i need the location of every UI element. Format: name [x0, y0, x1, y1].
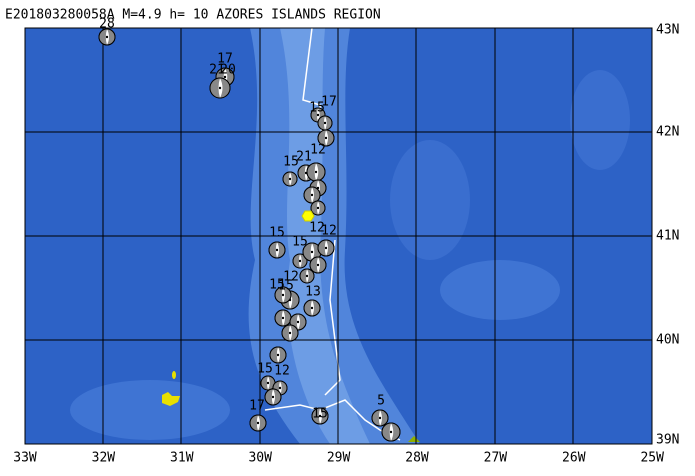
focal-mechanism: [310, 200, 326, 216]
depth-label: 28: [99, 17, 115, 32]
depth-label: 17: [249, 399, 265, 414]
depth-label: 15: [309, 101, 325, 116]
depth-label: 15: [312, 407, 328, 422]
epicenter: [301, 210, 315, 222]
depth-label: 13: [305, 285, 321, 300]
focal-mechanism: [303, 186, 321, 204]
depth-label: 15: [269, 278, 285, 293]
lat-label: 42N: [656, 125, 679, 140]
lon-label: 28W: [405, 451, 429, 466]
depth-label: 17: [217, 52, 233, 67]
depth-label: 21: [296, 150, 312, 165]
depth-label: 12: [309, 221, 325, 236]
focal-mechanism: [317, 129, 335, 147]
depth-label: 12: [321, 224, 337, 239]
focal-mechanism: [371, 409, 389, 427]
lon-label: 29W: [327, 451, 351, 466]
focal-mechanism: [249, 414, 267, 432]
depth-label: 15: [257, 362, 273, 377]
focal-mechanism: [309, 256, 327, 274]
lat-label: 43N: [656, 23, 679, 38]
depth-label: 15: [283, 155, 299, 170]
focal-mechanism: [317, 115, 333, 131]
graticule: [24, 27, 653, 445]
focal-mechanism: [269, 346, 287, 364]
focal-mechanism: [209, 77, 231, 99]
focal-mechanism: [268, 241, 286, 259]
lon-label: 27W: [484, 451, 508, 466]
depth-label: 21: [209, 63, 225, 78]
depth-label: 17: [321, 95, 337, 110]
focal-mechanism: [274, 286, 292, 304]
depth-label: 12: [274, 364, 290, 379]
depth-label: 12: [283, 270, 299, 285]
lon-label: 26W: [562, 451, 586, 466]
focal-mechanism: [282, 171, 298, 187]
focal-mechanism: [274, 309, 292, 327]
focal-mechanism: [264, 388, 282, 406]
focal-mechanism: [306, 162, 326, 182]
lon-label: 32W: [92, 451, 116, 466]
focal-mechanism: [299, 268, 315, 284]
depth-label: 15: [269, 226, 285, 241]
focal-mechanism: [381, 422, 401, 442]
depth-label: 5: [377, 394, 385, 409]
lat-label: 40N: [656, 333, 679, 348]
lon-label: 25W: [640, 451, 664, 466]
focal-mechanism: [303, 299, 321, 317]
depth-label: 15: [278, 279, 294, 294]
lon-label: 31W: [170, 451, 194, 466]
depth-label: 20: [220, 63, 236, 78]
focal-mechanism: [317, 239, 335, 257]
lat-label: 41N: [656, 229, 679, 244]
lon-label: 30W: [248, 451, 272, 466]
depth-label: 15: [292, 235, 308, 250]
title: E201803280058A M=4.9 h= 10 AZORES ISLAND…: [5, 8, 381, 23]
focal-mechanism: [98, 28, 116, 46]
focal-mechanism: [281, 324, 299, 342]
lon-label: 33W: [13, 451, 37, 466]
focal-mechanism: [311, 407, 329, 425]
depth-label: 12: [310, 143, 326, 158]
lat-label: 39N: [656, 433, 679, 448]
